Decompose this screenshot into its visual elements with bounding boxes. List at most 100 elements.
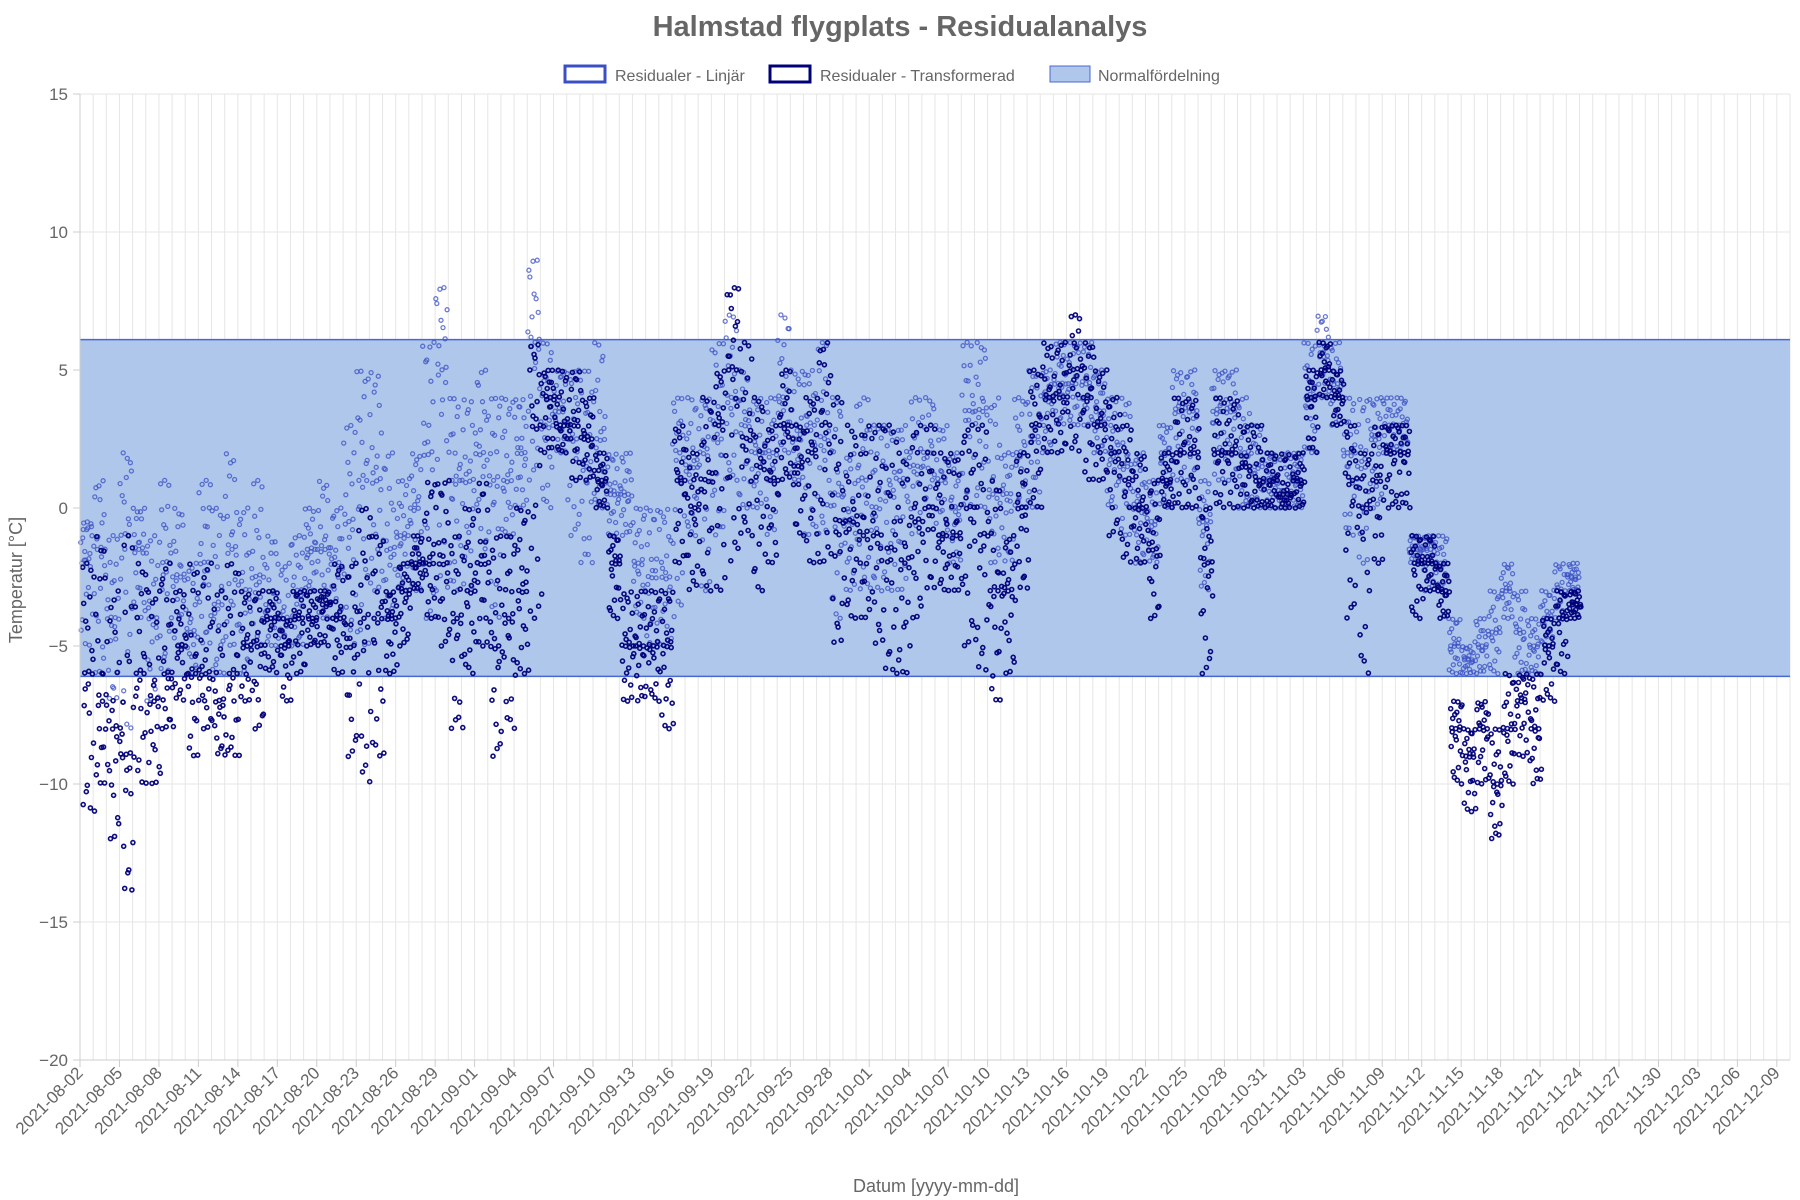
data-point-linear [480,449,487,456]
data-point-linear [992,559,998,565]
data-point-linear [459,500,466,507]
data-point-linear [653,575,659,581]
data-point-linear [936,437,942,443]
data-point-linear [197,551,203,558]
data-point-linear [591,490,597,496]
data-point-linear [973,374,979,380]
data-point-linear [728,405,734,412]
data-point-linear [881,569,888,575]
data-point-linear [168,550,174,556]
data-point-linear [364,477,370,484]
data-point-linear [152,533,158,539]
data-point-linear [656,526,663,533]
data-point-linear [1220,476,1226,482]
data-point-linear [408,520,414,526]
data-point-linear [692,532,699,539]
data-point-linear [819,339,826,346]
data-point-linear [200,505,206,512]
data-point-linear [486,473,493,479]
data-point-linear [194,595,200,602]
data-point-linear [887,482,893,488]
data-point-linear [977,438,983,444]
data-point-linear [1000,482,1007,488]
data-point-linear [865,554,872,560]
data-point-linear [1229,369,1235,375]
data-point-linear [1243,395,1250,401]
data-point-linear [405,523,411,530]
data-point-linear [1197,567,1203,573]
data-point-linear [254,527,260,534]
data-point-linear [362,566,369,573]
legend-item-transformed[interactable]: Residualer - Transformerad [768,64,1015,85]
legend-item-normal[interactable]: Normalfördelning [1049,65,1220,85]
data-point-linear [999,525,1005,531]
data-point-linear [984,412,990,418]
data-point-linear [155,562,161,569]
data-point-linear [627,528,633,535]
data-point-linear [141,599,147,606]
data-point-linear [242,610,248,616]
data-point-linear [435,372,442,378]
data-point-linear [1002,558,1008,564]
data-point-linear [283,577,289,583]
data-point-linear [788,470,795,476]
data-point-linear [713,362,719,368]
data-point-linear [1256,432,1263,438]
data-point-linear [272,642,279,649]
data-point-linear [486,529,492,535]
data-point-linear [663,553,670,559]
data-point-linear [220,638,226,644]
data-point-linear [341,571,347,577]
data-point-linear [462,454,468,460]
data-point-linear [815,493,821,500]
data-point-linear [726,312,732,318]
data-point-linear [131,599,137,605]
data-point-linear [636,527,642,534]
data-point-linear [237,516,244,522]
data-point-linear [106,695,113,702]
data-point-linear [377,507,383,513]
data-point-linear [1003,510,1009,516]
data-point-linear [494,483,500,489]
data-point-linear [679,570,686,576]
data-point-linear [418,466,424,473]
data-point-linear [883,519,890,526]
data-point-linear [465,407,471,413]
data-point-linear [136,539,143,545]
data-point-linear [309,560,315,566]
data-point-linear [879,588,885,594]
data-point-linear [178,563,184,569]
data-point-linear [1105,502,1111,508]
data-point-linear [1106,416,1112,422]
data-point-linear [237,670,243,677]
legend-item-linear[interactable]: Residualer - Linjär [563,64,746,85]
data-point-linear [680,455,687,461]
data-point-linear [714,431,720,437]
data-point-linear [153,576,159,582]
data-point-linear [304,555,310,561]
data-point-linear [165,503,171,510]
data-point-linear [569,431,576,437]
data-point-linear [229,546,235,553]
data-point-linear [696,426,702,432]
data-point-linear [166,628,173,634]
data-point-linear [837,408,843,414]
data-point-linear [812,442,818,448]
data-point-linear [1008,491,1014,497]
data-point-linear [458,542,464,549]
data-point-linear [1194,408,1200,414]
data-point-linear [832,426,839,433]
data-point-linear [112,623,118,630]
data-point-linear [259,484,265,490]
data-point-linear [630,578,637,584]
data-point-linear [312,546,318,553]
data-point-linear [1164,425,1171,431]
data-point-linear [438,317,444,323]
data-point-linear [974,492,980,499]
data-point-linear [529,314,535,320]
data-point-linear [865,397,871,403]
data-point-linear [318,543,325,549]
data-point-linear [771,417,777,423]
data-point-linear [635,568,641,574]
data-point-linear [147,538,154,544]
